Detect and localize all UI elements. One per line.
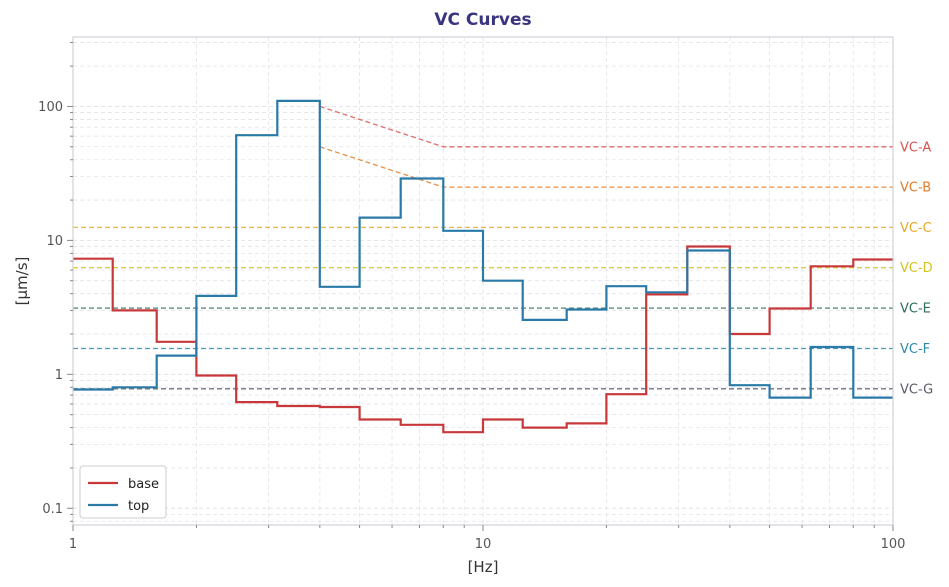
y-tick-label: 1 [55, 368, 63, 383]
series [73, 99, 893, 434]
y-tick-label: 0.1 [42, 502, 63, 517]
axis-ticks: 1 10 100 0.1 1 10 100 [38, 42, 906, 552]
reference-label-vc-g: VC-G [900, 382, 933, 397]
reference-labels: VC-A VC-B VC-C VC-D VC-E VC-F VC-G [900, 140, 933, 397]
legend-label-top: top [128, 499, 149, 514]
y-tick-label: 100 [38, 100, 63, 115]
legend: base top [79, 465, 167, 519]
reference-label-vc-b: VC-B [900, 181, 931, 196]
reference-label-vc-a: VC-A [900, 140, 931, 155]
x-tick-label: 1 [69, 537, 77, 552]
reference-label-vc-e: VC-E [900, 302, 931, 317]
y-tick-label: 10 [46, 234, 63, 249]
legend-label-base: base [128, 477, 159, 492]
x-tick-label: 10 [475, 537, 492, 552]
series-line-base [73, 245, 893, 434]
series-line-top [73, 99, 893, 399]
legend-box [79, 465, 167, 519]
x-tick-label: 100 [881, 537, 906, 552]
x-axis-label: [Hz] [468, 558, 499, 576]
reference-label-vc-f: VC-F [900, 342, 930, 357]
reference-line-vc-a [319, 105, 893, 148]
chart-title: VC Curves [434, 10, 531, 30]
reference-label-vc-d: VC-D [900, 261, 933, 276]
reference-label-vc-c: VC-C [900, 221, 932, 236]
grid [72, 37, 894, 525]
y-axis-label: [µm/s] [13, 257, 31, 306]
